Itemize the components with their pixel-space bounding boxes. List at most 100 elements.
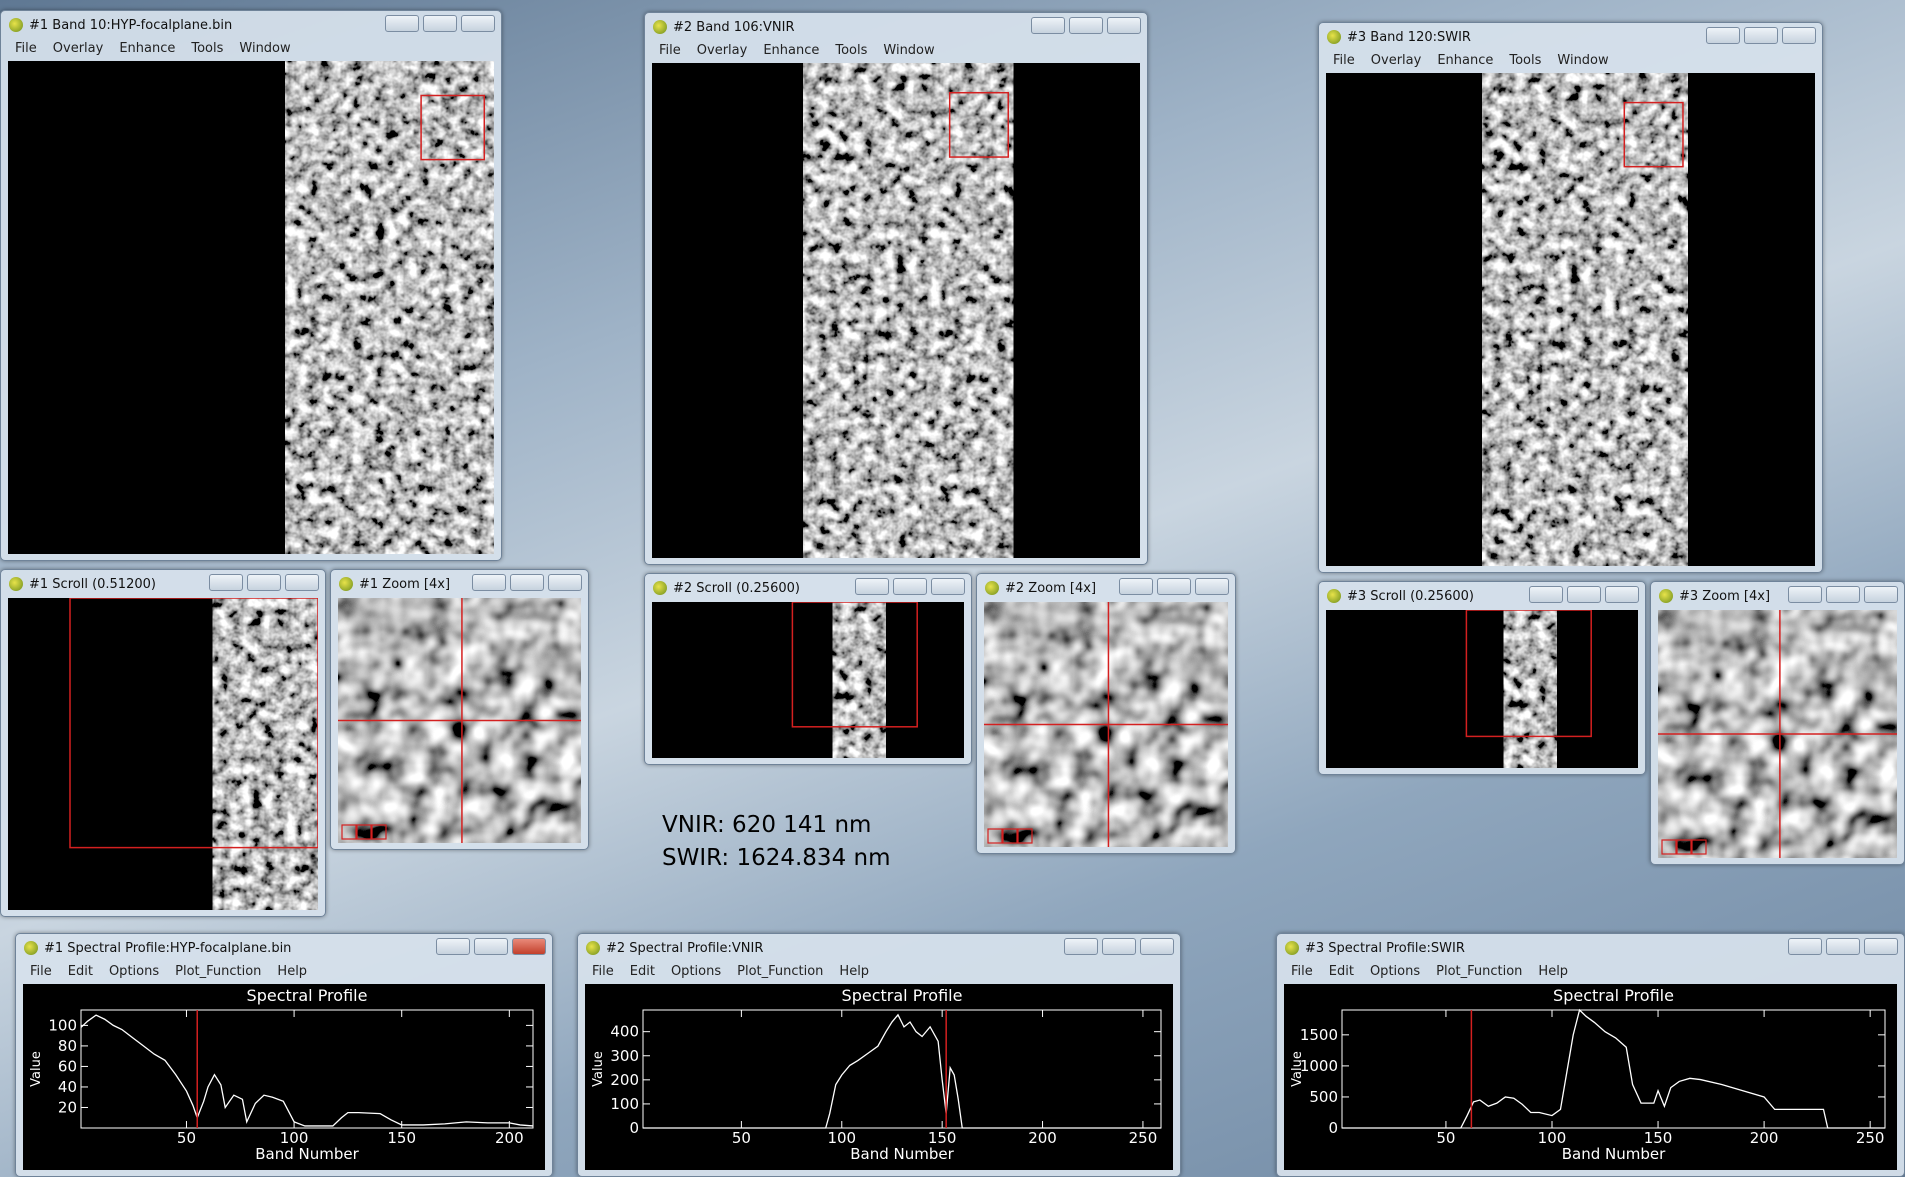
menu-item[interactable]: Window (1557, 53, 1608, 68)
close-button[interactable] (1864, 586, 1898, 603)
axis-box (643, 1010, 1161, 1128)
menu-item[interactable]: Options (109, 964, 159, 979)
window-title: #2 Spectral Profile:VNIR (606, 941, 763, 956)
maximize-button[interactable] (1744, 27, 1778, 44)
spectrum-line (81, 1015, 533, 1126)
content (984, 602, 1228, 847)
menu-item[interactable]: Window (883, 43, 934, 58)
minimize-button[interactable] (855, 578, 889, 595)
menu-item[interactable]: Overlay (697, 43, 748, 58)
app-icon (24, 941, 38, 955)
y-tick-label: 500 (1309, 1088, 1338, 1106)
minimize-button[interactable] (472, 574, 506, 591)
menu-item[interactable]: Tools (1509, 53, 1541, 68)
menu-item[interactable]: Tools (835, 43, 867, 58)
menu-item[interactable]: File (30, 964, 52, 979)
close-button[interactable] (285, 574, 319, 591)
maximize-button[interactable] (1102, 938, 1136, 955)
minimize-button[interactable] (1064, 938, 1098, 955)
minimize-button[interactable] (1706, 27, 1740, 44)
minimize-button[interactable] (1788, 586, 1822, 603)
minimize-button[interactable] (1529, 586, 1563, 603)
menu-bar: File Edit Options Plot_Function Help (586, 961, 1172, 981)
menu-item[interactable]: File (659, 43, 681, 58)
axis-box (81, 1010, 533, 1128)
plot-title: Spectral Profile (842, 986, 963, 1005)
menu-item[interactable]: Options (671, 964, 721, 979)
menu-item[interactable]: Plot_Function (1436, 964, 1522, 979)
menu-item[interactable]: Enhance (1437, 53, 1493, 68)
close-button[interactable] (1782, 27, 1816, 44)
window-buttons (1529, 586, 1639, 603)
close-button[interactable] (1864, 938, 1898, 955)
menu-item[interactable]: Edit (630, 964, 655, 979)
maximize-button[interactable] (1069, 17, 1103, 34)
content (1326, 73, 1815, 566)
minimize-button[interactable] (209, 574, 243, 591)
content (8, 61, 494, 554)
maximize-button[interactable] (1157, 578, 1191, 595)
maximize-button[interactable] (1567, 586, 1601, 603)
menu-bar: File Overlay Enhance Tools Window (1327, 50, 1814, 70)
x-axis-label: Band Number (850, 1145, 954, 1163)
menu-item[interactable]: Edit (68, 964, 93, 979)
maximize-button[interactable] (893, 578, 927, 595)
y-tick-label: 60 (58, 1057, 77, 1075)
maximize-button[interactable] (247, 574, 281, 591)
x-axis-label: Band Number (255, 1145, 359, 1163)
close-button[interactable] (1605, 586, 1639, 603)
maximize-button[interactable] (474, 938, 508, 955)
minimize-button[interactable] (436, 938, 470, 955)
menu-item[interactable]: File (1333, 53, 1355, 68)
minimize-button[interactable] (385, 15, 419, 32)
content (8, 598, 318, 910)
maximize-button[interactable] (1826, 938, 1860, 955)
close-button[interactable] (512, 938, 546, 955)
maximize-button[interactable] (423, 15, 457, 32)
close-button[interactable] (1107, 17, 1141, 34)
menu-item[interactable]: File (592, 964, 614, 979)
image-view (1658, 610, 1897, 858)
window-title: #3 Spectral Profile:SWIR (1305, 941, 1465, 956)
menu-item[interactable]: Help (839, 964, 869, 979)
x-tick-label: 200 (1028, 1129, 1057, 1147)
menu-item[interactable]: Options (1370, 964, 1420, 979)
close-button[interactable] (931, 578, 965, 595)
menu-item[interactable]: Enhance (763, 43, 819, 58)
image-view (8, 598, 318, 910)
x-tick-label: 50 (732, 1129, 751, 1147)
content (1658, 610, 1897, 858)
close-button[interactable] (1195, 578, 1229, 595)
window-buttons (1031, 17, 1141, 34)
menu-item[interactable]: Edit (1329, 964, 1354, 979)
menu-item[interactable]: Plot_Function (175, 964, 261, 979)
close-button[interactable] (548, 574, 582, 591)
menu-item[interactable]: File (15, 41, 37, 56)
menu-item[interactable]: Overlay (1371, 53, 1422, 68)
maximize-button[interactable] (510, 574, 544, 591)
menu-item[interactable]: Overlay (53, 41, 104, 56)
x-tick-label: 50 (1436, 1129, 1455, 1147)
minimize-button[interactable] (1119, 578, 1153, 595)
close-button[interactable] (461, 15, 495, 32)
menu-bar: File Edit Options Plot_Function Help (1285, 961, 1896, 981)
menu-item[interactable]: Plot_Function (737, 964, 823, 979)
annotation: SWIR: 1624.834 nm (662, 845, 891, 871)
menu-item[interactable]: File (1291, 964, 1313, 979)
maximize-button[interactable] (1826, 586, 1860, 603)
window-buttons (1706, 27, 1816, 44)
menu-item[interactable]: Enhance (119, 41, 175, 56)
content: Spectral Profile501001502002500500100015… (1284, 984, 1897, 1170)
close-button[interactable] (1140, 938, 1174, 955)
minimize-button[interactable] (1788, 938, 1822, 955)
minimize-button[interactable] (1031, 17, 1065, 34)
menu-item[interactable]: Help (277, 964, 307, 979)
menu-bar: File Edit Options Plot_Function Help (24, 961, 544, 981)
window-title: #2 Scroll (0.25600) (673, 581, 800, 596)
window-buttons (385, 15, 495, 32)
menu-item[interactable]: Window (239, 41, 290, 56)
menu-item[interactable]: Help (1538, 964, 1568, 979)
app-icon (9, 18, 23, 32)
image-view (984, 602, 1228, 847)
menu-item[interactable]: Tools (191, 41, 223, 56)
